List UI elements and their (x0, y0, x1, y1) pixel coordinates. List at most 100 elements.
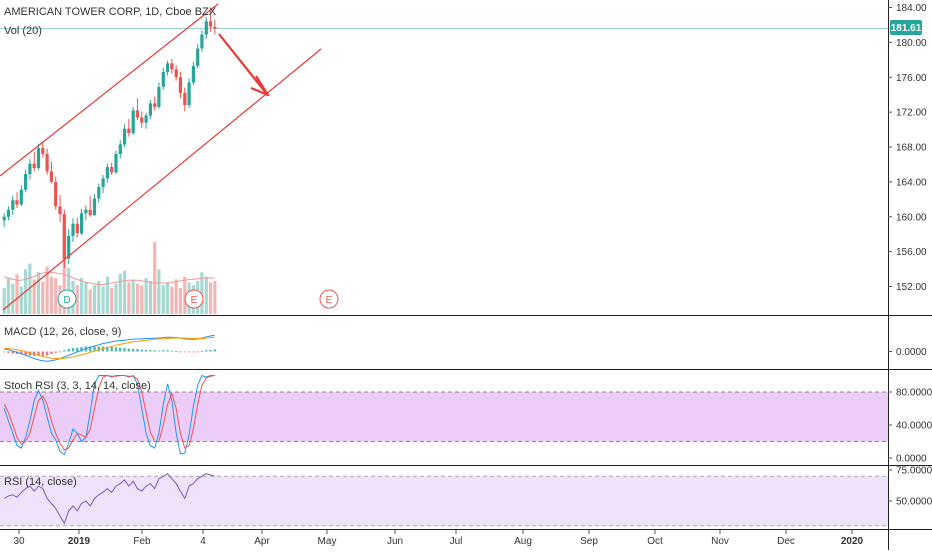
candle (80, 208, 84, 236)
pane-rsi: RSI (14, close) (0, 466, 888, 529)
candle (196, 44, 200, 69)
stoch-rsi-axis[interactable]: 80.0000 40.0000 0.0000 (888, 388, 932, 465)
candle (58, 195, 62, 222)
candle (131, 106, 135, 135)
price-axis[interactable]: 184.00 180.00 176.00 172.00 168.00 164.00 160.… (888, 3, 927, 293)
price-tick-label: 152.00 (896, 282, 927, 293)
volume-bar (75, 285, 79, 314)
stoch-tick-label: 40.0000 (896, 421, 932, 432)
macd-histogram-bar (71, 348, 75, 352)
rsi-axis[interactable]: 75.0000 50.0000 (888, 466, 932, 508)
macd-histogram-bar (144, 349, 148, 352)
candle (170, 58, 174, 74)
time-tick-label: 30 (13, 536, 25, 547)
volume-bar (62, 252, 66, 314)
volume-bar (28, 263, 32, 314)
price-tick-label: 176.00 (896, 73, 927, 84)
candle (144, 113, 148, 129)
volume-bar (105, 276, 109, 314)
macd-histogram-bar (170, 350, 174, 352)
macd-histogram-bar (93, 346, 96, 352)
volume-bar (161, 285, 165, 314)
macd-histogram-bar (127, 348, 130, 352)
macd-histogram-bar (3, 351, 6, 353)
earnings-marker[interactable]: E (184, 289, 204, 309)
candle (174, 65, 178, 81)
volume-bar (213, 280, 217, 314)
macd-histogram-bar (162, 350, 165, 352)
macd-histogram-bar (50, 351, 53, 354)
candle (101, 174, 105, 194)
candle (88, 195, 92, 217)
rsi-line (3, 473, 215, 525)
svg-text:E: E (326, 295, 333, 306)
candle (187, 78, 191, 108)
candle (67, 229, 71, 264)
macd-histogram-bar (37, 351, 40, 357)
candle (49, 161, 53, 184)
volume-bar (88, 289, 92, 314)
macd-histogram-bar (196, 351, 199, 353)
candle (62, 209, 66, 269)
rsi-tick-label: 50.0000 (896, 497, 932, 508)
volume-bar (178, 288, 182, 314)
macd-histogram-bar (24, 351, 27, 356)
earnings-marker[interactable]: E (319, 289, 339, 309)
time-tick-label: 2020 (841, 536, 864, 547)
time-tick-label: Apr (254, 536, 270, 547)
last-price-tag: 181.61 (890, 20, 922, 35)
pane-macd: MACD (12, 26, close, 9) (0, 316, 888, 369)
volume-bar (170, 286, 174, 314)
macd-histogram-bar (192, 351, 195, 353)
time-tick-label: 2019 (68, 536, 91, 547)
macd-histogram-bar (20, 351, 23, 355)
macd-histogram-bar (123, 348, 126, 352)
candle (110, 162, 114, 175)
volume-bar (15, 274, 19, 314)
channel-upper-line[interactable] (0, 3, 219, 177)
macd-histogram-bar (136, 349, 139, 352)
macd-histogram-bar (119, 347, 122, 352)
macd-axis[interactable]: 0.0000 (888, 347, 927, 358)
candle (19, 185, 23, 207)
candle (97, 183, 101, 203)
candle (75, 217, 79, 238)
macd-histogram-bar (45, 351, 49, 356)
chart-title: AMERICAN TOWER CORP, 1D, Cboe BZX (4, 6, 217, 18)
pane-price: D E E AMERICAN TOWER CORP, 1D, Cboe BZX Vo… (0, 3, 888, 314)
time-axis[interactable]: 30 2019 Feb 4 Apr May Jun Jul Aug Sep Oct Nov Dec 202… (13, 530, 864, 547)
time-tick-label: Aug (514, 536, 532, 547)
volume-legend: Vol (20) (4, 25, 42, 37)
candle (191, 61, 195, 86)
volume-bar (101, 286, 105, 314)
time-tick-label: Oct (647, 536, 663, 547)
candle (92, 194, 97, 216)
channel-lower-line[interactable] (2, 48, 322, 311)
candle (118, 140, 122, 159)
time-tick-label: 4 (200, 536, 206, 547)
volume-bar (2, 288, 6, 314)
volume-bar (118, 273, 122, 314)
candle (84, 205, 88, 221)
candle (157, 82, 161, 109)
svg-text:E: E (191, 295, 198, 306)
volume-bar (148, 280, 152, 314)
down-arrow-drawing[interactable] (218, 33, 270, 97)
macd-histogram-bar (166, 350, 169, 352)
volume-bar (110, 288, 114, 314)
macd-histogram-bar (213, 349, 217, 352)
volume-bar (97, 280, 101, 314)
macd-histogram-bar (89, 346, 92, 352)
volume-bar (166, 282, 170, 314)
volume-bar (174, 279, 178, 314)
candle (166, 60, 170, 76)
candle (200, 30, 204, 52)
time-tick-label: May (318, 536, 337, 547)
svg-text:D: D (63, 295, 70, 306)
pane-stochrsi: Stoch RSI (3, 3, 14, 14, close) (0, 370, 888, 465)
macd-histogram-bar (11, 351, 14, 354)
dividend-marker[interactable]: D (57, 289, 77, 309)
price-tick-label: 164.00 (896, 177, 927, 188)
